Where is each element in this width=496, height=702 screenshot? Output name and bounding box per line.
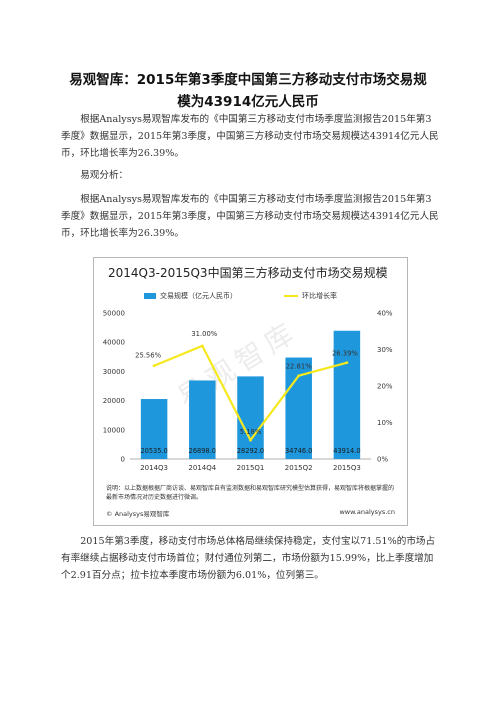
- bar-value-label: 34746.0: [285, 447, 312, 455]
- x-tick-label: 2015Q1: [237, 464, 265, 472]
- legend-line-swatch: [284, 295, 298, 297]
- bar: [333, 330, 361, 459]
- x-tick-label: 2015Q2: [285, 464, 313, 472]
- growth-value-label: 22.81%: [286, 363, 312, 371]
- chart-title: 2014Q3-2015Q3中国第三方移动支付市场交易规模: [108, 266, 388, 280]
- growth-point: [200, 344, 204, 348]
- x-tick-label: 2015Q3: [333, 464, 361, 472]
- chart-figure: 易观智库 2014Q3-2015Q3中国第三方移动支付市场交易规模 交易规模（亿…: [93, 257, 408, 526]
- y-left-tick-label: 10000: [103, 426, 125, 434]
- y-right-tick-label: 40%: [377, 310, 393, 318]
- paragraph-intro: 根据Analysys易观智库发布的《中国第三方移动支付市场季度监测报告2015年…: [61, 114, 439, 159]
- y-left-tick-label: 0: [121, 456, 125, 464]
- chart-url: www.analysys.cn: [339, 508, 395, 516]
- bar: [189, 380, 216, 459]
- growth-value-label: 25.56%: [135, 352, 161, 360]
- chart-source: © Analysys易观智库: [106, 510, 170, 518]
- bar-value-label: 43914.0: [333, 447, 360, 455]
- bar-value-label: 26898.0: [189, 447, 216, 455]
- analysis-label: 易观分析：: [80, 170, 129, 181]
- y-left-tick-label: 20000: [103, 397, 125, 405]
- x-tick-label: 2014Q4: [188, 464, 216, 472]
- y-right-tick-label: 0%: [377, 456, 388, 464]
- legend-bar: 交易规模（亿元人民币）: [144, 291, 237, 301]
- y-left-tick-label: 50000: [103, 310, 125, 318]
- legend-bar-label: 交易规模（亿元人民币）: [160, 292, 237, 300]
- doc-title-line2: 模为43914亿元人民币: [177, 94, 319, 110]
- growth-value-label: 31.00%: [191, 330, 217, 338]
- bar-value-label: 20535.0: [140, 447, 167, 455]
- paragraph-analysis: 根据Analysys易观智库发布的《中国第三方移动支付市场季度监测报告2015年…: [61, 194, 439, 239]
- legend-line: 环比增长率: [284, 291, 337, 301]
- growth-point: [297, 374, 301, 378]
- growth-value-label: 26.39%: [332, 350, 358, 358]
- y-right-tick-label: 20%: [377, 383, 393, 391]
- y-left-tick-label: 40000: [103, 339, 125, 347]
- growth-point: [249, 438, 252, 442]
- bar: [140, 399, 168, 459]
- legend-line-label: 环比增长率: [302, 292, 337, 300]
- y-right-tick-label: 30%: [377, 346, 393, 354]
- doc-title-line1: 易观智库：2015年第3季度中国第三方移动支付市场交易规: [69, 72, 427, 88]
- bar: [237, 376, 264, 459]
- chart-note: 说明：以上数据根据厂商访谈、易观智库自有监测数据和易观智库研究模型估算获得，易观…: [106, 485, 395, 501]
- x-tick-label: 2014Q3: [140, 464, 168, 472]
- growth-point: [345, 361, 349, 365]
- chart-plot: 0 10000 20000 30000 40000 50000 0% 10% 20% 30% 40%…: [103, 310, 393, 473]
- paragraph-market-share: 2015年第3季度，移动支付市场总体格局继续保持稳定，支付宝以71.51%的市场…: [61, 536, 436, 581]
- y-right-tick-label: 10%: [377, 419, 393, 427]
- bar-value-label: 28292.0: [237, 447, 264, 455]
- legend-bar-swatch: [144, 293, 156, 299]
- y-left-tick-label: 30000: [103, 368, 125, 376]
- growth-point: [152, 364, 156, 368]
- growth-value-label: 5.18%: [240, 428, 262, 436]
